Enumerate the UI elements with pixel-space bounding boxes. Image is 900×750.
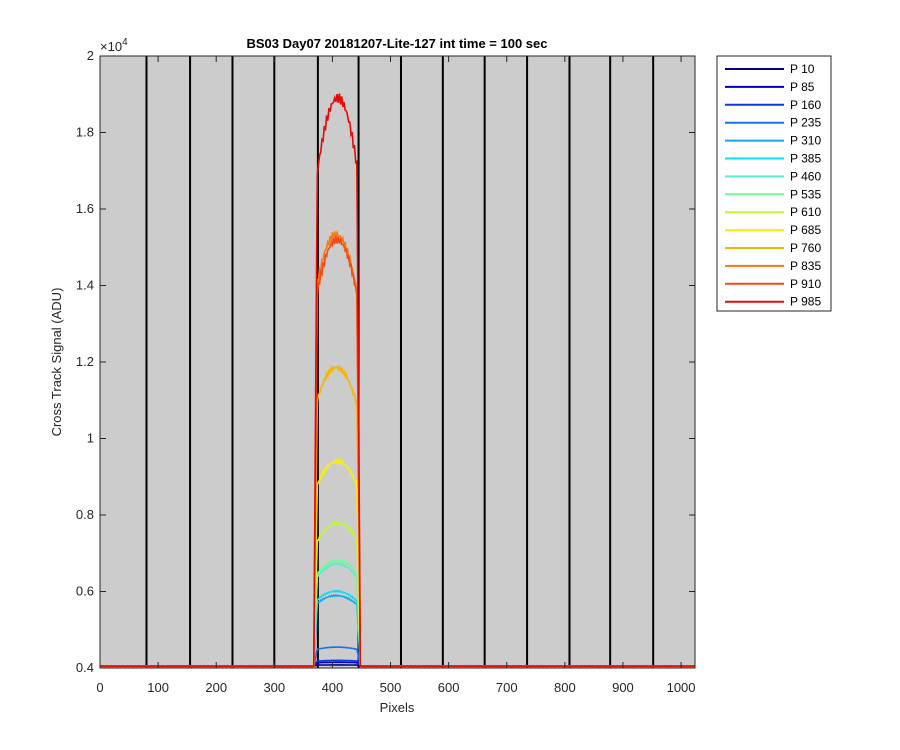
y-axis-label: Cross Track Signal (ADU) xyxy=(49,288,64,437)
legend-label: P 610 xyxy=(790,205,821,219)
legend-label: P 85 xyxy=(790,80,815,94)
x-tick-label: 500 xyxy=(380,680,402,695)
series-line-13 xyxy=(99,93,695,668)
plot-area xyxy=(100,56,695,668)
legend-label: P 310 xyxy=(790,134,821,148)
legend-label: P 835 xyxy=(790,259,821,273)
y-axis-ticks: 0.4 0.6 0.8 1 1.2 1.4 1.6 1.8 2 xyxy=(76,48,695,675)
legend-label: P 235 xyxy=(790,116,821,130)
x-axis-label: Pixels xyxy=(380,700,415,715)
y-tick-label: 1.8 xyxy=(76,125,94,140)
y-tick-label: 0.4 xyxy=(76,660,94,675)
x-tick-label: 400 xyxy=(322,680,344,695)
x-tick-label: 100 xyxy=(147,680,169,695)
series-lines-group xyxy=(99,93,696,668)
vertical-lines-group xyxy=(145,56,655,668)
legend-label: P 760 xyxy=(790,241,821,255)
legend-label: P 685 xyxy=(790,223,821,237)
x-tick-label: 800 xyxy=(554,680,576,695)
legend-label: P 910 xyxy=(790,277,821,291)
chart-title: BS03 Day07 20181207-Lite-127 int time = … xyxy=(247,36,548,51)
legend-label: P 535 xyxy=(790,187,821,201)
y-tick-label: 2 xyxy=(87,48,94,63)
legend-label: P 160 xyxy=(790,98,821,112)
x-tick-label: 0 xyxy=(96,680,103,695)
legend-label: P 385 xyxy=(790,152,821,166)
x-tick-label: 700 xyxy=(496,680,518,695)
x-tick-label: 600 xyxy=(438,680,460,695)
y-tick-label: 0.6 xyxy=(76,584,94,599)
x-tick-label: 900 xyxy=(612,680,634,695)
x-tick-label: 300 xyxy=(263,680,285,695)
legend-label: P 10 xyxy=(790,62,815,76)
legend: P 10 P 85 P 160 P 235 P 310 P 385 P 460 P 535 P … xyxy=(716,55,832,312)
legend-label: P 985 xyxy=(790,295,821,309)
y-tick-label: 1 xyxy=(87,431,94,446)
y-tick-label: 1.6 xyxy=(76,201,94,216)
legend-label: P 460 xyxy=(790,169,821,183)
legend-box xyxy=(716,55,832,312)
y-tick-label: 1.4 xyxy=(76,278,94,293)
y-tick-label: 0.8 xyxy=(76,507,94,522)
y-exponent-label: ×104 xyxy=(100,37,128,54)
x-tick-label: 200 xyxy=(205,680,227,695)
y-tick-label: 1.2 xyxy=(76,354,94,369)
x-tick-label: 1000 xyxy=(667,680,696,695)
x-axis-ticks: 0 100 200 300 400 500 600 700 800 900 1000 xyxy=(96,56,696,695)
